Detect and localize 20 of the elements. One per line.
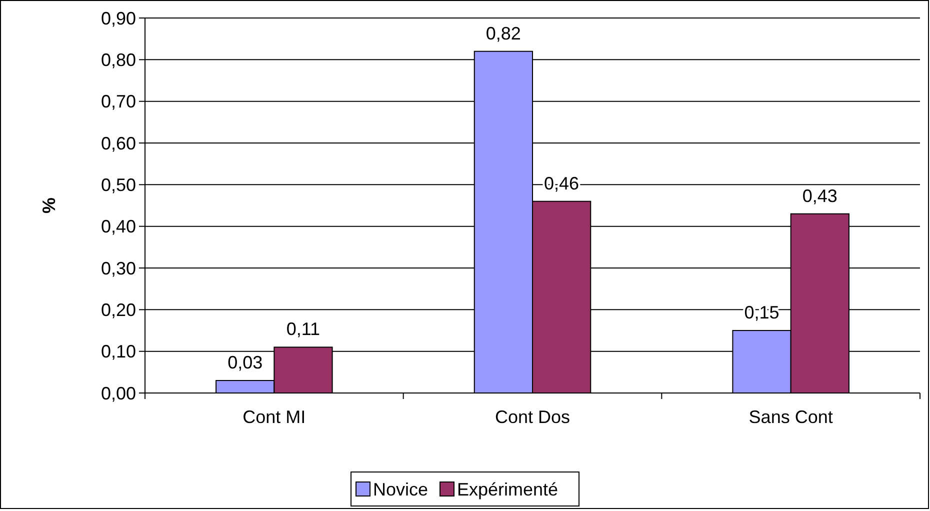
y-tick-label: 0,10	[100, 342, 136, 362]
y-tick-label: 0,30	[100, 258, 136, 278]
y-tick-label: 0,80	[100, 50, 136, 70]
x-tick-label: Sans Cont	[748, 407, 833, 427]
x-tick-label: Cont Dos	[494, 407, 570, 427]
legend-label: Expérimenté	[457, 479, 558, 500]
y-tick-label: 0,60	[100, 133, 136, 154]
data-label: 0,03	[228, 352, 263, 372]
legend-label: Novice	[373, 479, 428, 500]
data-label: 0,11	[286, 319, 320, 340]
data-label: 0,43	[802, 186, 838, 206]
y-axis-title: %	[39, 197, 59, 214]
x-tick-label: Cont MI	[242, 407, 306, 427]
y-tick-label: 0,20	[100, 300, 136, 320]
y-tick-label: 0,00	[100, 383, 136, 404]
y-tick-label: 0,40	[100, 216, 136, 237]
y-tick-label: 0,50	[100, 174, 136, 195]
y-tick-label: 0,70	[100, 92, 136, 112]
y-tick-label: 0,90	[100, 8, 136, 28]
data-label: 0,82	[486, 23, 521, 44]
